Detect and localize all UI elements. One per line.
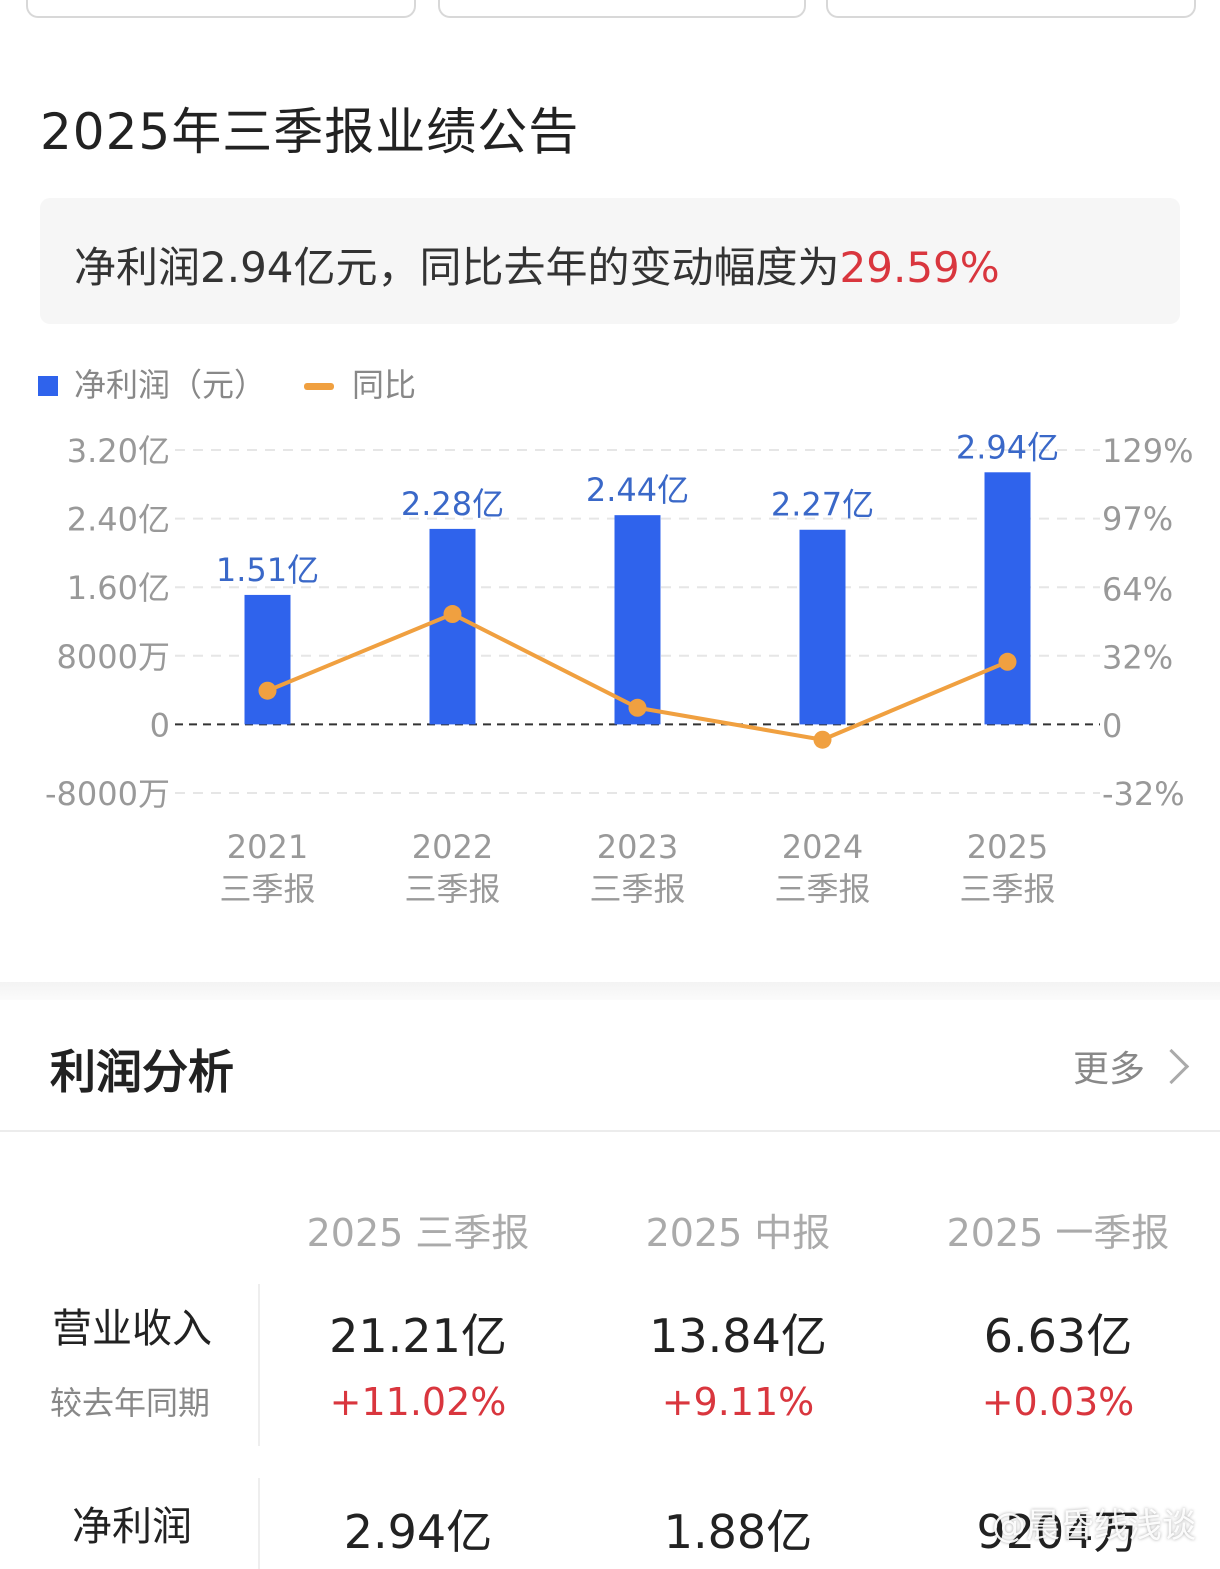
right-axis-tick: 32% — [1102, 639, 1173, 677]
divider — [0, 1130, 1220, 1132]
summary-text: 净利润2.94亿元，同比去年的变动幅度为29.59% — [74, 234, 1000, 295]
net-profit-h1: 1.88亿 — [663, 1505, 813, 1559]
row-label-net-profit: 净利润 — [72, 1504, 192, 1550]
category-period-label: 三季报 — [589, 870, 685, 908]
more-label: 更多 — [1072, 1049, 1145, 1090]
left-axis-tick: 2.40亿 — [67, 501, 170, 539]
section-separator — [0, 982, 1220, 1000]
column-header-q3: 2025 三季报 — [306, 1211, 530, 1255]
category-year-label: 2021 — [227, 828, 308, 866]
summary-prefix: 净利润2.94亿元，同比去年的变动幅度为 — [74, 243, 840, 292]
category-period-label: 三季报 — [404, 870, 500, 908]
net-profit-q3: 2.94亿 — [343, 1505, 493, 1559]
category-period-label: 三季报 — [959, 870, 1055, 908]
chevron-right-icon — [1153, 1048, 1190, 1084]
left-axis-tick: 3.20亿 — [67, 432, 170, 470]
net-profit-chart: 净利润（元） 同比 3.20亿 2.40亿 1.60亿 8000万 0 -8000万 129% 9… — [0, 350, 1220, 940]
right-axis-tick: -32% — [1102, 775, 1185, 813]
left-axis-tick: 8000万 — [57, 638, 170, 676]
right-axis-tick: 97% — [1102, 500, 1173, 538]
row-label-revenue: 营业收入 — [52, 1306, 212, 1352]
yoy-point — [443, 605, 462, 624]
revenue-q3: 21.21亿 — [329, 1309, 507, 1363]
left-axis-tick: 1.60亿 — [67, 569, 170, 607]
top-tab-1[interactable] — [26, 0, 416, 18]
bar-net-profit — [429, 528, 476, 725]
right-axis-tick: 64% — [1102, 570, 1173, 608]
revenue-q1: 6.63亿 — [983, 1309, 1133, 1363]
left-axis-tick: 0 — [150, 706, 170, 744]
left-axis-tick: -8000万 — [45, 775, 170, 813]
category-period-label: 三季报 — [774, 870, 870, 908]
top-tab-2[interactable] — [438, 0, 806, 18]
yoy-point — [998, 652, 1017, 671]
revenue-h1: 13.84亿 — [649, 1309, 827, 1363]
right-axis-tick: 129% — [1102, 432, 1193, 470]
bar-net-profit — [984, 472, 1031, 725]
category-year-label: 2025 — [967, 828, 1048, 866]
bar-net-profit — [799, 529, 846, 725]
legend-net-profit-marker — [38, 376, 58, 396]
revenue-change-h1: +9.11% — [661, 1380, 815, 1424]
yoy-point — [628, 698, 647, 717]
legend-yoy-marker — [304, 383, 334, 390]
net-profit-q1: 9204万 — [976, 1505, 1140, 1559]
bar-value-label: 1.51亿 — [216, 551, 319, 589]
bar-net-profit — [614, 515, 661, 725]
revenue-change-q3: +11.02% — [329, 1380, 507, 1424]
bar-value-label: 2.44亿 — [586, 471, 689, 509]
top-tab-3[interactable] — [826, 0, 1196, 18]
profit-analysis-title: 利润分析 — [50, 1045, 234, 1099]
bar-net-profit — [244, 594, 291, 725]
column-header-h1: 2025 中报 — [645, 1211, 831, 1255]
legend-net-profit-label: 净利润（元） — [74, 366, 266, 404]
summary-box: 净利润2.94亿元，同比去年的变动幅度为29.59% — [40, 198, 1180, 324]
summary-percent: 29.59% — [839, 243, 1000, 292]
more-link[interactable]: 更多 — [1072, 1040, 1190, 1092]
bar-value-label: 2.28亿 — [401, 485, 504, 523]
category-period-label: 三季报 — [219, 870, 315, 908]
row-sub-yoy: 较去年同期 — [50, 1384, 211, 1422]
category-year-label: 2023 — [597, 828, 678, 866]
legend-yoy-label: 同比 — [352, 366, 416, 404]
watermark: @晨昏线浅谈 — [992, 1506, 1196, 1546]
chart-svg: 净利润（元） 同比 3.20亿 2.40亿 1.60亿 8000万 0 -8000万 129% 9… — [38, 366, 1193, 908]
yoy-point — [258, 681, 277, 700]
bar-value-label: 2.27亿 — [771, 486, 874, 524]
category-year-label: 2022 — [412, 828, 493, 866]
column-header-q1: 2025 一季报 — [946, 1211, 1170, 1255]
yoy-point — [813, 730, 832, 749]
row-divider-revenue — [258, 1284, 260, 1446]
bar-value-label: 2.94亿 — [956, 428, 1059, 466]
row-divider-net-profit — [258, 1478, 260, 1569]
category-year-label: 2024 — [782, 828, 863, 866]
top-tab-row — [0, 0, 1220, 18]
revenue-change-q1: +0.03% — [981, 1380, 1135, 1424]
right-axis-tick: 0 — [1102, 707, 1122, 745]
report-title: 2025年三季报业绩公告 — [40, 103, 580, 161]
